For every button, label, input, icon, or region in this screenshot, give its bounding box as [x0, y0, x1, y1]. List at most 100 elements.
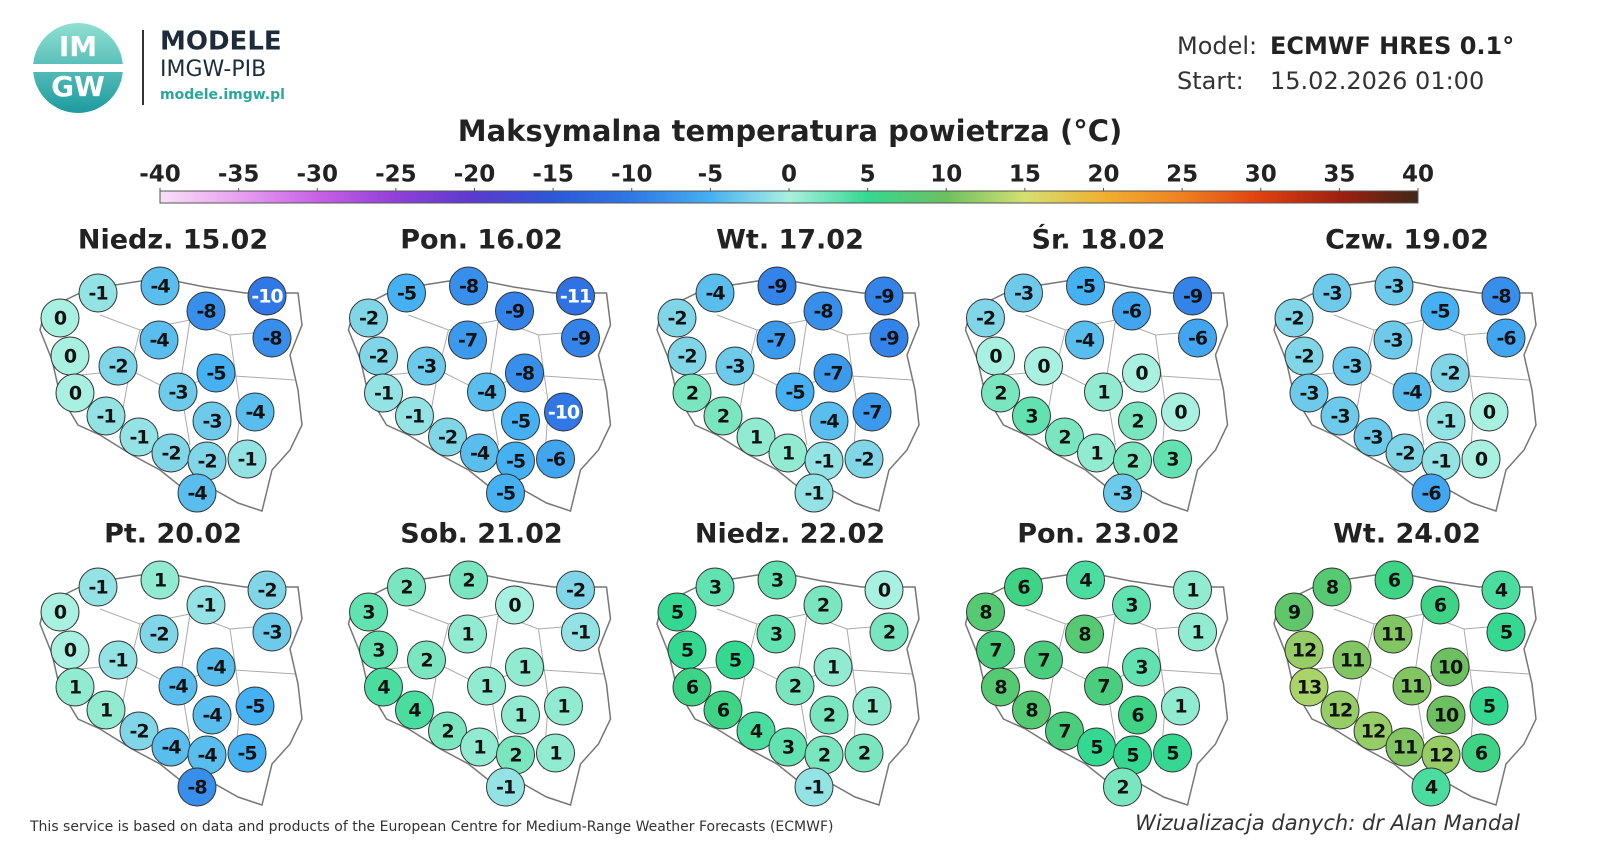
station-value: 3	[709, 577, 721, 599]
station-value: -4	[245, 402, 265, 424]
station-value: 5	[1166, 743, 1178, 765]
station-value: 2	[1058, 427, 1070, 449]
station	[55, 373, 95, 413]
brand: MODELE	[160, 27, 282, 57]
station	[1065, 320, 1104, 360]
station-value: 7	[1097, 676, 1109, 698]
station	[1178, 318, 1217, 358]
station-value: -9	[874, 286, 893, 308]
station	[227, 733, 267, 773]
station-value: -3	[725, 356, 744, 378]
station-value: -8	[262, 328, 282, 350]
station	[119, 417, 159, 457]
station-value: 3	[362, 602, 374, 624]
station-value: -1	[237, 449, 256, 471]
map: Pon. 16.02-2-5 -8-9-11-9-2-7-3 -8-1 -4-1 -5-…	[347, 225, 612, 513]
station-value: -4	[705, 283, 725, 305]
station	[544, 392, 583, 432]
station-value: 11	[1381, 624, 1405, 646]
station	[756, 614, 796, 654]
station-value: -4	[1075, 330, 1095, 352]
station	[1084, 372, 1123, 412]
station-value: 7	[1037, 650, 1049, 672]
station	[1461, 439, 1501, 479]
station-value: 2	[818, 745, 830, 767]
station-value: 4	[1495, 580, 1508, 602]
station	[672, 667, 712, 707]
station	[1481, 570, 1521, 610]
station	[501, 695, 540, 735]
map: Wt. 24.02 9 8 6 6 4 5 12 11 11 10 13 11 12 10 5 12 11 12 6 4	[1273, 519, 1537, 807]
station	[1161, 392, 1200, 432]
station-value: 1	[827, 657, 839, 679]
station	[1289, 667, 1329, 707]
map-title: Sob. 21.02	[400, 519, 562, 550]
station-value: 1	[1191, 622, 1203, 644]
start: 15.02.2026 01:00	[1270, 67, 1484, 95]
station-value: 6	[1131, 705, 1144, 727]
map: Czw. 19.02-2-3 -3-5-8-6-2-3-3 -2-3 -4-3 -1 0-…	[1273, 225, 1537, 513]
station-value: 6	[1475, 743, 1488, 765]
model: ECMWF HRES 0.1°	[1270, 32, 1514, 60]
station	[1153, 733, 1192, 773]
station-value: 1	[750, 427, 762, 449]
map-title: Niedz. 15.02	[78, 225, 268, 256]
station	[196, 353, 236, 393]
station-value: -4	[149, 330, 169, 352]
logo: IM GW	[33, 23, 123, 113]
station	[703, 396, 743, 436]
station-value: -5	[1076, 276, 1095, 298]
station-value: 2	[441, 721, 453, 743]
station	[349, 298, 388, 338]
station	[695, 273, 735, 313]
station	[186, 291, 226, 331]
station	[1312, 273, 1352, 313]
station-value: -1	[129, 427, 148, 449]
colorbar-tick-label: -20	[454, 162, 496, 188]
station-value: -2	[677, 346, 696, 368]
station	[1103, 473, 1142, 513]
station	[1353, 711, 1393, 751]
station-value: 1	[549, 743, 561, 765]
station-value: 3	[771, 570, 783, 592]
station	[407, 640, 446, 680]
station	[98, 346, 138, 386]
station	[387, 273, 426, 313]
station-value: -4	[197, 745, 217, 767]
station-value: -3	[1384, 276, 1403, 298]
station-value: -3	[202, 411, 221, 433]
station	[1374, 560, 1414, 600]
station-value: 1	[473, 737, 485, 759]
station-value: -2	[108, 356, 127, 378]
station-value: 4	[1079, 570, 1092, 592]
station-value: 2	[1116, 777, 1128, 799]
station	[235, 392, 275, 432]
station-value: 0	[1475, 449, 1488, 471]
station	[1486, 318, 1526, 358]
station	[486, 767, 525, 807]
station	[1012, 690, 1051, 730]
station-value: 2	[823, 705, 835, 727]
map: Śr. 18.02-2-3 -5-6-9-60-40 02 13 2 021 2 3-3	[964, 224, 1229, 513]
station	[1420, 585, 1460, 625]
station	[364, 373, 403, 413]
station	[561, 318, 600, 358]
station-value: -4	[187, 483, 207, 505]
station-value: -4	[470, 443, 490, 465]
station-value: 3	[1135, 657, 1147, 679]
station	[247, 570, 287, 610]
map-title: Pon. 23.02	[1017, 519, 1180, 550]
station-value: 2	[686, 383, 698, 405]
station	[657, 592, 697, 632]
station-value: 2	[1131, 411, 1143, 433]
station-value: -3	[417, 356, 436, 378]
logo-text: IM	[59, 30, 97, 63]
station	[556, 276, 595, 316]
map-title: Wt. 17.02	[716, 225, 864, 256]
station-value: -3	[1322, 283, 1341, 305]
station-value: -1	[571, 622, 590, 644]
station	[140, 266, 180, 306]
station	[428, 711, 467, 751]
station-value: 11	[1400, 676, 1424, 698]
